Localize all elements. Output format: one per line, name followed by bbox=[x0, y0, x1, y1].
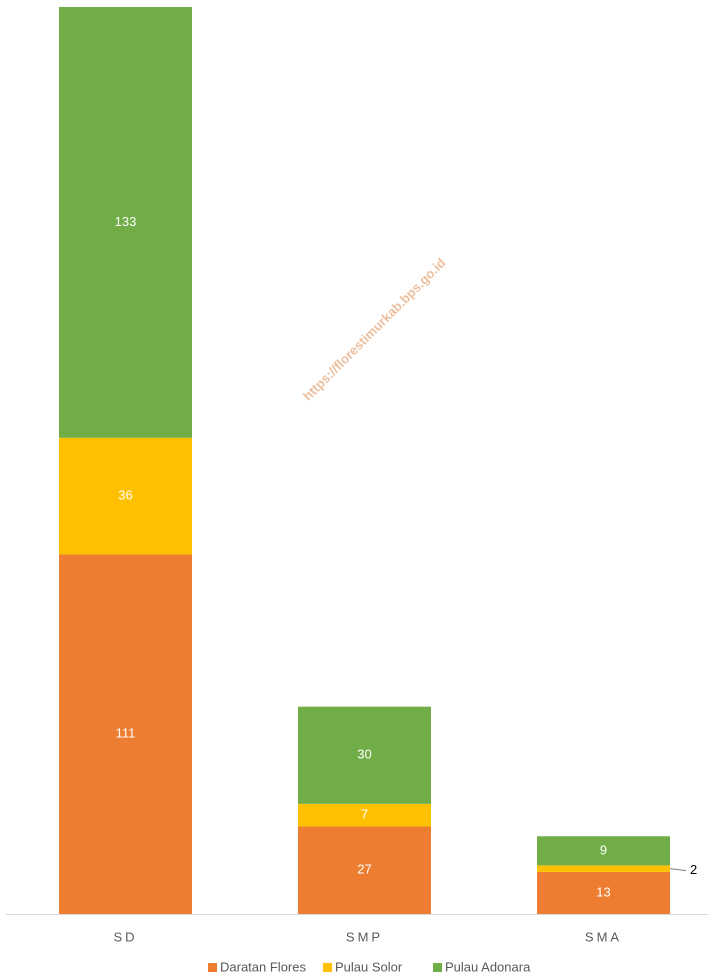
data-label: 36 bbox=[118, 488, 132, 503]
bar-segment bbox=[298, 803, 431, 827]
legend-label: Pulau Adonara bbox=[445, 959, 531, 974]
bar-segment bbox=[537, 865, 670, 872]
legend-label: Daratan Flores bbox=[220, 959, 306, 974]
bar-segment bbox=[537, 871, 670, 914]
bar-segment bbox=[298, 706, 431, 804]
bar-segment bbox=[59, 7, 192, 438]
legend-swatch bbox=[433, 963, 442, 972]
legend-swatch bbox=[208, 963, 217, 972]
data-label: 7 bbox=[361, 807, 368, 822]
bar-segment bbox=[298, 826, 431, 914]
legend-swatch bbox=[323, 963, 332, 972]
x-tick-label: SMP bbox=[346, 929, 383, 944]
x-tick-label: SD bbox=[113, 929, 137, 944]
bar-segment bbox=[59, 554, 192, 914]
data-label: 133 bbox=[115, 214, 137, 229]
bar-segment bbox=[59, 437, 192, 555]
data-label: 27 bbox=[357, 862, 371, 877]
bar-segment bbox=[537, 836, 670, 866]
data-label: 9 bbox=[600, 842, 607, 857]
legend-label: Pulau Solor bbox=[335, 959, 403, 974]
data-label: 13 bbox=[596, 884, 610, 899]
data-label: 2 bbox=[690, 862, 697, 877]
data-label: 111 bbox=[116, 726, 136, 741]
data-label: 30 bbox=[357, 747, 371, 762]
x-tick-label: SMA bbox=[585, 929, 622, 944]
watermark: https://florestimurkab.bps.go.id bbox=[300, 255, 449, 404]
leader-line bbox=[669, 868, 687, 872]
